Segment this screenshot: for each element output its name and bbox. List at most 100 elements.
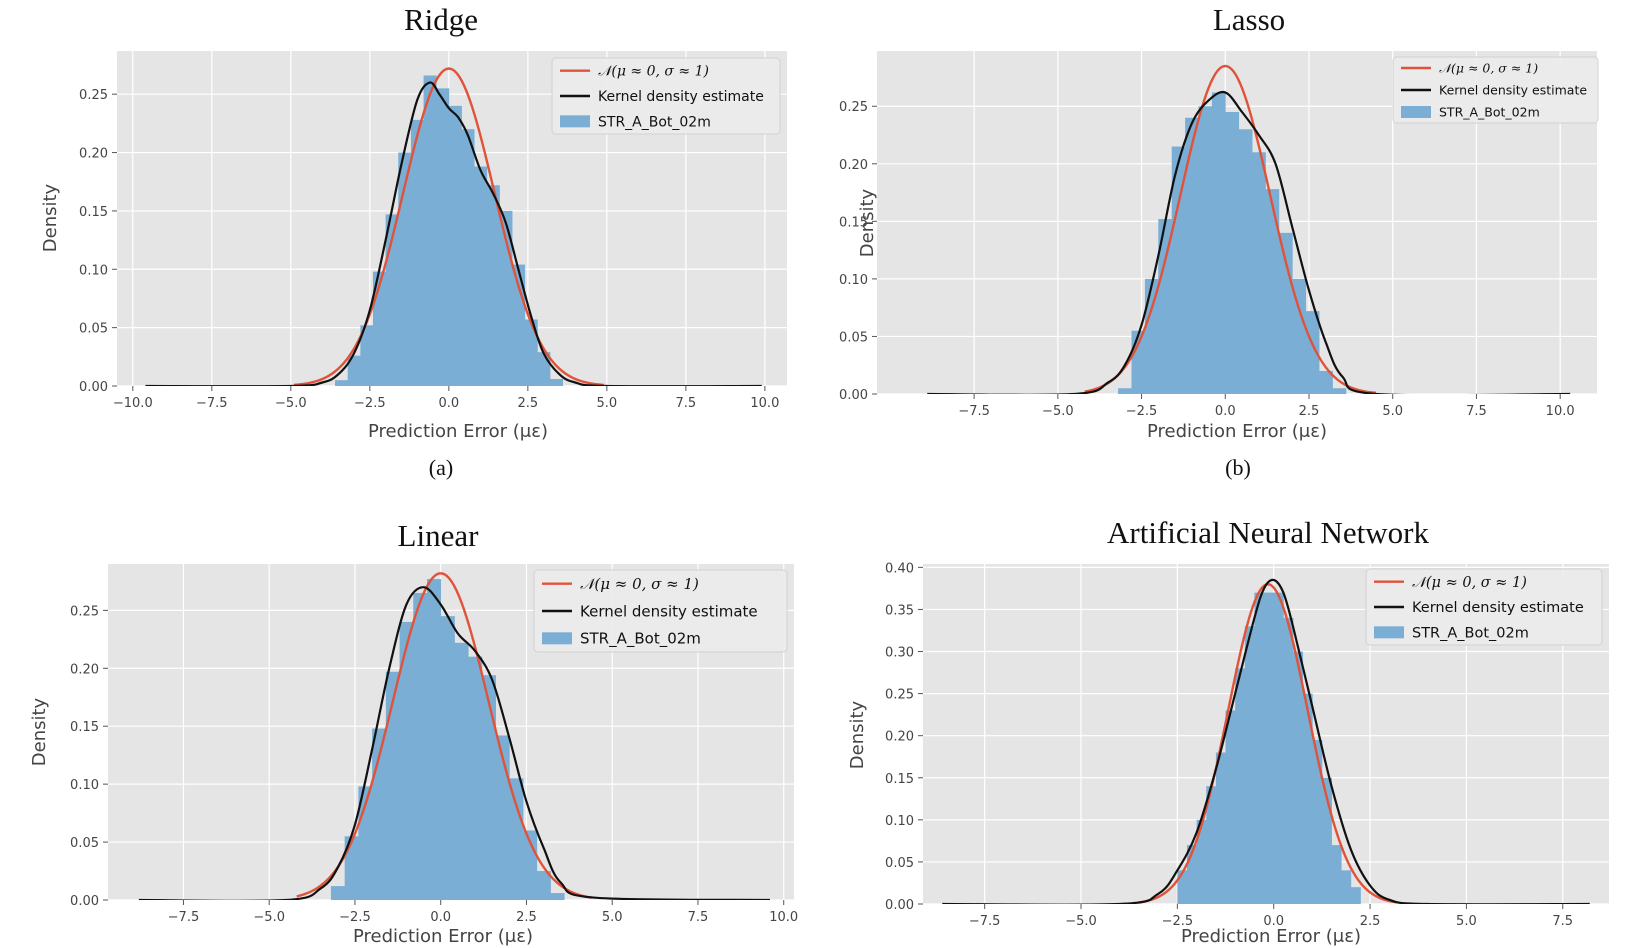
panel-ann: Artificial Neural Network −7.5 −5.0 −2.5 0.0… (847, 515, 1609, 947)
kde-line (138, 586, 771, 900)
x-tick-label: 2.5 (1299, 404, 1320, 419)
histogram-bar (360, 325, 374, 386)
y-tick-label: 0.25 (70, 604, 99, 619)
kde-line (942, 578, 1590, 904)
histogram-bar (1206, 786, 1217, 904)
y-tick-label: 0.15 (70, 720, 99, 735)
legend-hist-swatch (542, 632, 572, 645)
chart-title: Ridge (404, 2, 478, 37)
legend-box (551, 57, 781, 135)
legend-box (1392, 56, 1599, 124)
chart-title: Linear (398, 518, 480, 553)
y-tick-label: 0.20 (79, 147, 108, 162)
x-tick-label: 0.0 (1263, 914, 1284, 929)
histogram-bar (1211, 92, 1226, 394)
histogram-bar (495, 735, 510, 900)
kde-line (145, 81, 762, 386)
y-tick-label: 0.25 (839, 100, 868, 115)
x-tick-label: −7.5 (969, 914, 1001, 929)
legend-hist-label: STR_A_Bot_02m (598, 114, 711, 130)
y-tick-label: 0.00 (839, 388, 868, 403)
panel-ridge: Ridge (a) −10.0 −7.5 −5.0 −2.5 0.0 2.5 5.0 7.5 10.… (40, 2, 787, 480)
x-axis-label: Prediction Error (με) (353, 926, 533, 947)
histogram-bar (1319, 370, 1333, 394)
x-tick-label: −5.0 (1065, 914, 1097, 929)
x-tick-label: −7.5 (168, 910, 200, 925)
x-tick-label: 5.0 (1456, 914, 1477, 929)
legend-kde-label: Kernel density estimate (1439, 83, 1587, 98)
y-tick-label: 0.20 (885, 730, 914, 745)
y-tick-label: 0.10 (70, 778, 99, 793)
y-tick-label: 0.15 (885, 772, 914, 787)
x-tick-label: 10.0 (1546, 404, 1575, 419)
histogram-bar (398, 152, 412, 386)
y-tick-label: 0.10 (885, 814, 914, 829)
x-tick-label: 0.0 (430, 910, 451, 925)
x-tick-label: −2.5 (1126, 404, 1158, 419)
chart-title: Lasso (1213, 2, 1285, 37)
y-tick-label: 0.05 (885, 856, 914, 871)
histogram-bar (550, 893, 565, 900)
chart-title: Artificial Neural Network (1107, 515, 1429, 550)
histogram-bar (423, 75, 437, 386)
legend-normal-label: 𝒩(μ ≈ 0, σ ≈ 1) (598, 64, 709, 80)
x-tick-label: 5.0 (1382, 404, 1403, 419)
histogram-bar (524, 319, 538, 386)
histogram-bar (1158, 219, 1173, 394)
histogram-bar (1225, 112, 1240, 394)
histogram-bar (1225, 710, 1236, 904)
x-tick-label: −5.0 (253, 910, 285, 925)
y-tick-label: 0.10 (79, 263, 108, 278)
plot-marks (927, 64, 1571, 394)
legend-box (1365, 568, 1603, 646)
histogram-bar (426, 579, 442, 900)
x-tick-label: 7.5 (1466, 404, 1487, 419)
y-tick-label: 0.40 (885, 561, 914, 576)
plot-marks (942, 578, 1590, 904)
y-tick-label: 0.00 (885, 898, 914, 913)
histogram-bar (1264, 592, 1275, 904)
histogram-bar (461, 129, 475, 386)
histogram-bar (344, 836, 359, 900)
histogram-bar (399, 621, 414, 900)
y-tick-label: 0.15 (839, 215, 868, 230)
normal-curve (296, 572, 592, 899)
histogram-bar (448, 105, 462, 386)
panel-caption: (a) (429, 455, 453, 480)
y-tick-label: 0.00 (79, 380, 108, 395)
histogram-bar (1312, 739, 1323, 904)
histogram-bar (481, 675, 496, 900)
y-tick-label: 0.05 (70, 836, 99, 851)
y-tick-label: 0.25 (885, 688, 914, 703)
x-tick-label: −7.5 (958, 404, 990, 419)
histogram-bar (1235, 668, 1246, 904)
legend-hist-swatch (1374, 626, 1404, 639)
x-tick-label: 2.5 (1360, 914, 1381, 929)
histogram-bar (474, 166, 488, 386)
y-axis-label: Density (847, 700, 868, 769)
y-tick-label: 0.20 (70, 662, 99, 677)
legend-hist-label: STR_A_Bot_02m (1439, 105, 1540, 120)
x-tick-label: 0.0 (1215, 404, 1236, 419)
y-axis-label: Density (857, 188, 878, 257)
histogram-bar (440, 616, 455, 900)
y-axis-label: Density (29, 697, 50, 766)
histogram-bar (372, 271, 387, 386)
histogram-bar (1144, 278, 1159, 394)
histogram-bar (410, 119, 424, 386)
histogram-bar (1171, 146, 1186, 394)
normal-curve (1084, 64, 1377, 394)
histogram-bar (1131, 330, 1146, 394)
x-tick-label: −2.5 (354, 396, 386, 411)
histogram-bar (1198, 106, 1213, 394)
x-tick-label: 2.5 (516, 910, 537, 925)
x-tick-label: 2.5 (518, 396, 539, 411)
histogram-bar (1244, 626, 1255, 904)
histogram-bar (1186, 845, 1198, 904)
legend-hist-label: STR_A_Bot_02m (1412, 626, 1529, 642)
normal-curve (293, 67, 604, 386)
y-tick-label: 0.10 (839, 273, 868, 288)
x-tick-label: −5.0 (1042, 404, 1074, 419)
x-axis-label: Prediction Error (με) (368, 421, 548, 442)
y-tick-label: 0.20 (839, 158, 868, 173)
